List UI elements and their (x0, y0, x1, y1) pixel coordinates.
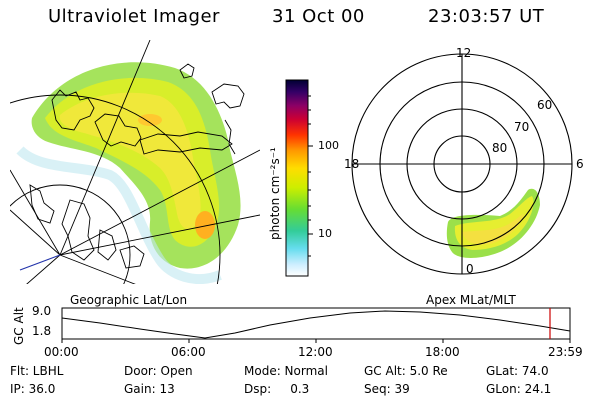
mlt-label-6: 6 (576, 157, 584, 171)
date-label: 31 Oct 00 (272, 6, 365, 27)
door-label: Door: Open (124, 364, 193, 378)
timeline-xtick-1800: 18:00 (425, 345, 460, 359)
mlt-label-18: 18 (344, 157, 360, 171)
timeline-xtick-0600: 06:00 (171, 345, 206, 359)
gain-label: Gain: 13 (124, 382, 175, 396)
timeline-ylabel: GC Alt (12, 307, 26, 345)
altitude-timeline (61, 307, 571, 343)
geographic-caption: Geographic Lat/Lon (70, 293, 188, 307)
colorbar (285, 79, 309, 277)
lat-lon-grid (10, 40, 260, 284)
coastlines (29, 63, 245, 269)
timeline-ytick-top: 9.0 (32, 304, 52, 318)
colorbar-tick-100: 100 (318, 139, 339, 152)
time-label: 23:03:57 UT (428, 6, 545, 27)
colorbar-ticks (308, 95, 313, 257)
geographic-image (10, 40, 260, 284)
timeline-ytick-bottom: 1.8 (32, 324, 52, 338)
polar-plot (351, 53, 573, 275)
lat-label-60: 60 (537, 98, 553, 112)
gc-alt-label: GC Alt: 5.0 Re (364, 364, 448, 378)
glat-label: GLat: 74.0 (486, 364, 549, 378)
timeline-xtick-2359: 23:59 (548, 345, 583, 359)
colorbar-tick-10: 10 (318, 227, 332, 240)
app-title: Ultraviolet Imager (48, 6, 220, 27)
seq-label: Seq: 39 (364, 382, 410, 396)
mlt-label-0: 0 (466, 262, 474, 276)
colorbar-label: photon cm⁻²s⁻¹ (268, 147, 282, 240)
filter-label: Flt: LBHL (10, 364, 64, 378)
altitude-curve (61, 310, 571, 339)
mode-label: Mode: Normal (244, 364, 328, 378)
lat-label-70: 70 (514, 120, 530, 134)
glon-label: GLon: 24.1 (486, 382, 552, 396)
mlt-label-12: 12 (456, 46, 472, 60)
timeline-xtick-1200: 12:00 (298, 345, 333, 359)
polar-caption: Apex MLat/MLT (426, 293, 516, 307)
timeline-xtick-0000: 00:00 (44, 345, 79, 359)
ip-label: IP: 36.0 (10, 382, 56, 396)
lat-label-80: 80 (492, 141, 508, 155)
dsp-label: Dsp: 0.3 (244, 382, 310, 396)
